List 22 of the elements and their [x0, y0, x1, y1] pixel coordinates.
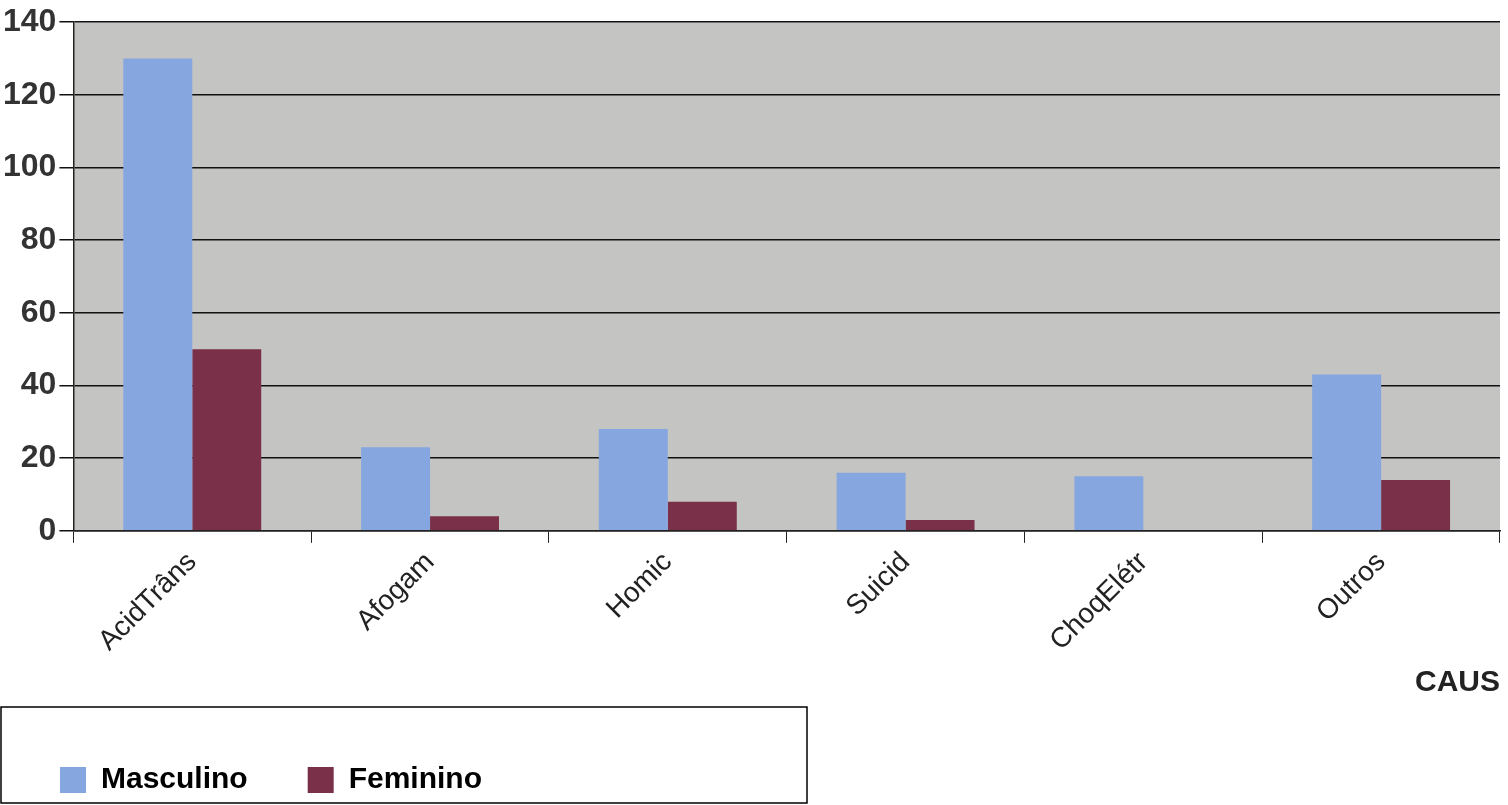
bar [361, 447, 431, 531]
y-tick-label: 100 [3, 147, 57, 184]
bar [667, 501, 737, 531]
bar [598, 429, 668, 531]
bar [1312, 374, 1382, 531]
legend-label: Masculino [101, 761, 248, 795]
legend-label: Feminino [348, 761, 483, 795]
bar [192, 349, 262, 531]
x-axis-title: CAUS [1414, 664, 1500, 698]
y-tick-label: 20 [20, 438, 57, 475]
bar [430, 516, 499, 531]
bar [1381, 479, 1451, 531]
y-tick-label: 140 [3, 2, 57, 39]
bar [1074, 476, 1144, 531]
y-tick-label: 0 [38, 510, 57, 547]
y-tick-label: 80 [20, 220, 57, 257]
y-tick-label: 120 [3, 74, 57, 111]
y-tick-label: 40 [20, 365, 57, 402]
bar [905, 519, 975, 531]
y-tick-label: 60 [20, 292, 57, 329]
bar [123, 58, 193, 531]
bar [836, 472, 906, 531]
